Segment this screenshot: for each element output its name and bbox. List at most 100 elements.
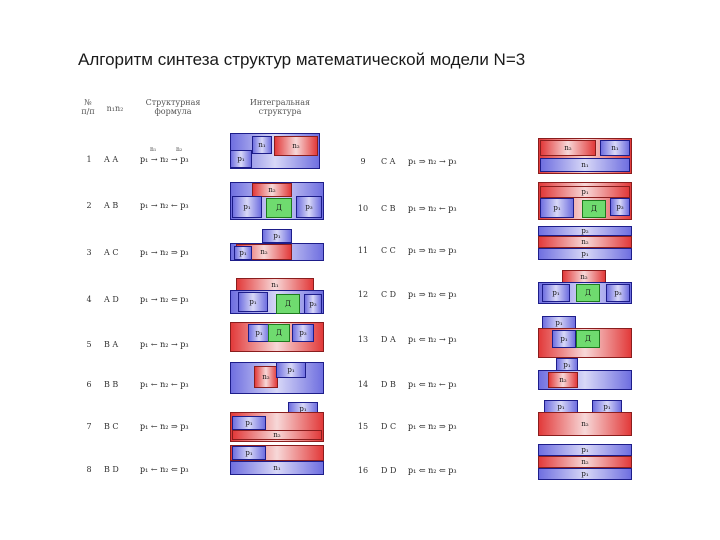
block-n2: n₂ bbox=[540, 140, 596, 156]
row1-annotation-n1: n₁ bbox=[150, 146, 157, 153]
right-row-number: 13 bbox=[357, 335, 369, 344]
block-p1: p₁ bbox=[540, 186, 630, 198]
block-n2: n₂ bbox=[538, 412, 632, 436]
block-d: Д bbox=[576, 284, 600, 302]
right-row-code: D C bbox=[381, 422, 397, 431]
left-row-number: 8 bbox=[86, 465, 92, 474]
right-row-number: 11 bbox=[357, 246, 369, 255]
block-n2: n₂ bbox=[548, 372, 578, 388]
header-number-line1: № bbox=[84, 98, 92, 107]
header-number-line2: п/п bbox=[81, 107, 95, 116]
block-p1: p₁ bbox=[232, 446, 266, 460]
header-formula-line2: формула bbox=[154, 107, 192, 116]
header-number: № п/п bbox=[78, 98, 98, 116]
left-row-code: A A bbox=[104, 155, 119, 164]
block-p3: p₃ bbox=[606, 284, 630, 302]
left-row-formula: p₁ → n₂ ← p₃ bbox=[140, 201, 189, 210]
right-row-number: 15 bbox=[357, 422, 369, 431]
block-p1: p₁ bbox=[234, 246, 252, 260]
block-d: Д bbox=[582, 200, 606, 218]
block-d: Д bbox=[266, 198, 292, 218]
block-p1: p₁ bbox=[540, 198, 574, 218]
block-p1: p₁ bbox=[232, 416, 266, 430]
left-row-code: A B bbox=[104, 201, 119, 210]
left-row-formula: p₁ ← n₂ ← p₃ bbox=[140, 380, 189, 389]
block-p1: p₁ bbox=[552, 330, 576, 348]
block-d: Д bbox=[576, 330, 600, 348]
left-row-number: 5 bbox=[86, 340, 92, 349]
row1-annotation-n2: n₂ bbox=[176, 146, 183, 153]
header-code: n₁n₂ bbox=[106, 104, 124, 113]
block-p1: p₁ bbox=[262, 229, 292, 243]
header-integral-line1: Интегральная bbox=[249, 98, 311, 107]
left-row-code: B C bbox=[104, 422, 119, 431]
left-row-code: B B bbox=[104, 380, 119, 389]
block-n2: n₂ bbox=[254, 366, 278, 388]
block-d: Д bbox=[268, 324, 290, 342]
block-p1: p₁ bbox=[248, 324, 270, 342]
block-p1: p₁ bbox=[542, 284, 570, 302]
right-row-code: C A bbox=[381, 157, 396, 166]
right-row-code: D D bbox=[381, 466, 397, 475]
right-row-formula: p₁ ⇒ n₂ ⇒ p₃ bbox=[408, 246, 457, 255]
right-row-code: C B bbox=[381, 204, 396, 213]
left-row-formula: p₁ → n₂ → p₃ bbox=[140, 155, 189, 164]
left-row-formula: p₁ ← n₂ ⇐ p₃ bbox=[140, 465, 189, 474]
right-row-formula: p₁ ⇒ n₂ → p₃ bbox=[408, 157, 457, 166]
header-integral-line2: структура bbox=[258, 107, 302, 116]
block-p1: p₁ bbox=[230, 150, 252, 168]
block-n2: n₂ bbox=[538, 456, 632, 468]
block-n2: n₂ bbox=[232, 430, 322, 440]
block-p3: p₃ bbox=[304, 294, 322, 314]
left-row-number: 1 bbox=[86, 155, 92, 164]
right-row-number: 14 bbox=[357, 380, 369, 389]
header-formula-line1: Структурная bbox=[145, 98, 201, 107]
right-row-number: 9 bbox=[360, 157, 366, 166]
left-row-formula: p₁ → n₂ ⇒ p₃ bbox=[140, 248, 189, 257]
left-row-number: 6 bbox=[86, 380, 92, 389]
right-row-formula: p₁ ⇐ n₂ ⇐ p₃ bbox=[408, 466, 457, 475]
left-row-code: B A bbox=[104, 340, 119, 349]
block-p1: p₁ bbox=[238, 292, 268, 312]
block-p3: p₃ bbox=[296, 196, 322, 218]
left-row-number: 7 bbox=[86, 422, 92, 431]
right-row-code: D B bbox=[381, 380, 396, 389]
left-row-formula: p₁ ← n₂ → p₃ bbox=[140, 340, 189, 349]
header-formula: Структурная формула bbox=[138, 98, 208, 116]
block-p3: p₃ bbox=[610, 198, 630, 216]
left-row-code: B D bbox=[104, 465, 119, 474]
block-n1: n₁ bbox=[600, 140, 630, 156]
left-row-number: 3 bbox=[86, 248, 92, 257]
block-n1: n₁ bbox=[252, 136, 272, 154]
right-row-formula: p₁ ⇐ n₂ ⇒ p₃ bbox=[408, 422, 457, 431]
right-row-code: D A bbox=[381, 335, 396, 344]
right-row-number: 12 bbox=[357, 290, 369, 299]
right-row-code: C C bbox=[381, 246, 396, 255]
block-p1: p₁ bbox=[276, 362, 306, 378]
header-integral: Интегральная структура bbox=[240, 98, 320, 116]
right-row-formula: p₁ ⇒ n₂ ← p₃ bbox=[408, 204, 457, 213]
block-n2: n₂ bbox=[538, 236, 632, 248]
left-row-code: A D bbox=[104, 295, 119, 304]
right-row-code: C D bbox=[381, 290, 397, 299]
right-row-formula: p₁ ⇐ n₂ → p₃ bbox=[408, 335, 457, 344]
right-row-formula: p₁ ⇐ n₂ ← p₃ bbox=[408, 380, 457, 389]
block-n2: n₂ bbox=[252, 183, 292, 197]
left-row-number: 2 bbox=[86, 201, 92, 210]
page-title: Алгоритм синтеза структур математической… bbox=[78, 50, 526, 69]
block-n1: n₁ bbox=[540, 158, 630, 172]
block-d: Д bbox=[276, 294, 300, 314]
block-n2: n₂ bbox=[274, 136, 318, 156]
block-p2: p₂ bbox=[538, 226, 632, 236]
block-p1: p₁ bbox=[538, 444, 632, 456]
left-row-code: A C bbox=[104, 248, 119, 257]
block-p1: p₁ bbox=[538, 468, 632, 480]
block-p1: p₁ bbox=[232, 196, 262, 218]
left-row-formula: p₁ → n₂ ⇐ p₃ bbox=[140, 295, 189, 304]
left-row-formula: p₁ ← n₂ ⇒ p₃ bbox=[140, 422, 189, 431]
block-n1: n₁ bbox=[230, 461, 324, 475]
right-row-formula: p₁ ⇒ n₂ ⇐ p₃ bbox=[408, 290, 457, 299]
block-p3: p₃ bbox=[292, 324, 314, 342]
block-p1: p₁ bbox=[538, 248, 632, 260]
right-row-number: 10 bbox=[357, 204, 369, 213]
